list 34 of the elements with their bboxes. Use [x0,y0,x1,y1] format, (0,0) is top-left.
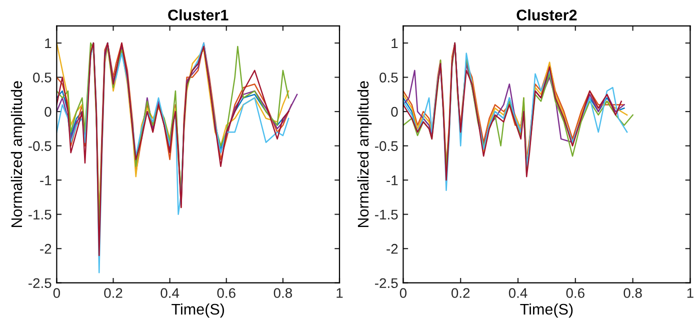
y-tick-label: 0 [44,106,52,117]
y-tick-label: -0.5 [28,141,52,151]
x-tick-label: 0.6 [217,288,236,298]
x-tick-label: 0.4 [508,288,528,298]
x-tick-label: 1 [336,288,343,298]
y-tick-label: -1.5 [375,210,398,220]
y-tick-label: -2 [40,244,52,254]
x-tick-label: 0 [53,288,60,298]
x-tick-label: 1 [687,288,694,298]
x-tick-label: 0.2 [451,288,470,298]
x-tick-label: 0.8 [624,288,642,298]
x-tick-label: 0.2 [104,288,122,298]
y-tick-label: -1 [40,176,52,186]
y-tick-label: -1 [386,176,398,186]
y-tick-label: 1 [45,38,52,48]
y-axis-title: Normalized amplitude [10,81,26,227]
y-tick-label: -2.5 [28,278,52,288]
x-tick-label: 0 [400,288,407,298]
x-axis-title: Time(S) [172,303,224,318]
y-tick-label: -0.5 [375,141,398,151]
y-tick-label: 1 [392,38,398,48]
x-tick-label: 0.8 [274,288,292,298]
y-tick-label: 0.5 [380,72,398,82]
x-tick-label: 0.6 [566,288,584,298]
y-tick-label: -2.5 [375,278,398,288]
chart-title: Cluster2 [516,9,577,20]
y-tick-label: -1.5 [28,210,52,220]
y-tick-label: -2 [386,244,398,254]
x-axis-title: Time(S) [520,303,573,318]
chart-title: Cluster1 [168,9,228,20]
x-tick-label: 0.4 [160,288,180,298]
y-axis-title: Normalized amplitude [357,81,372,227]
y-tick-label: 0.5 [33,72,52,82]
y-tick-label: 0 [391,106,398,117]
